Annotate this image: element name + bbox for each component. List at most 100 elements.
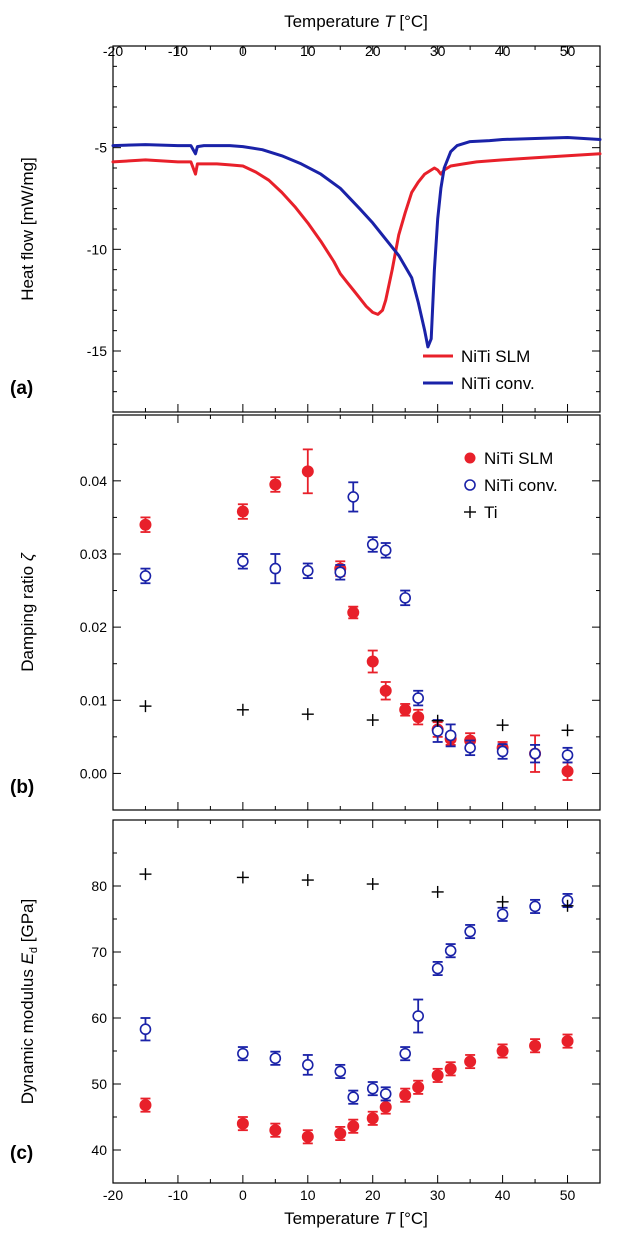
top-xlabel-var: T	[384, 12, 396, 31]
point-niti-conv	[431, 962, 444, 975]
point-niti-conv	[412, 692, 424, 704]
point-niti-conv	[464, 925, 476, 938]
panel-b: 0.00 0.01 0.02 0.03 0.04 Damping ratio ζ (b) Ni…	[10, 414, 601, 811]
point-niti-slm	[529, 1039, 542, 1052]
point-niti-slm	[561, 1035, 574, 1048]
point-ti	[139, 700, 152, 713]
series-line-niti-conv	[111, 136, 602, 349]
x-tick-label: 50	[560, 1187, 576, 1203]
point-niti-conv	[379, 544, 392, 557]
legend-label: NiTi SLM	[484, 449, 553, 468]
bottom-xlabel-prefix: Temperature	[284, 1209, 384, 1228]
y-tick-label: 70	[91, 944, 107, 960]
bottom-xlabel-var: T	[384, 1209, 396, 1228]
point-niti-slm	[431, 1069, 444, 1082]
y-tick-label: 80	[91, 878, 107, 894]
point-niti-slm	[496, 1045, 509, 1057]
point-niti-conv	[139, 1023, 152, 1036]
point-niti-conv	[366, 538, 379, 551]
x-tick-label: 30	[430, 43, 446, 59]
point-niti-conv	[444, 729, 457, 742]
legend-marker	[464, 479, 476, 491]
point-niti-conv	[412, 1010, 424, 1022]
point-niti-conv	[431, 725, 444, 737]
point-ti	[561, 899, 574, 912]
series-line-niti-slm	[111, 152, 602, 316]
legend-label: Ti	[484, 503, 498, 522]
point-niti-slm	[399, 703, 412, 716]
point-niti-conv	[464, 742, 476, 754]
point-niti-slm	[334, 1127, 347, 1140]
point-niti-conv	[347, 1091, 360, 1103]
x-tick-label: 10	[300, 1187, 316, 1203]
x-tick-label: -10	[168, 43, 188, 59]
point-niti-conv	[139, 570, 152, 582]
x-tick-label: 10	[300, 43, 316, 59]
point-ti	[139, 868, 152, 881]
point-niti-slm	[412, 1081, 425, 1094]
y-tick-label: 0.01	[80, 692, 107, 708]
legend-label: NiTi conv.	[484, 476, 558, 495]
panel-a: -20 -10 0 10 20 30 40 50 -5 -10 -15 Heat flow [mW/m…	[10, 43, 602, 413]
point-niti-conv	[301, 565, 314, 577]
y-tick-label: -5	[95, 140, 108, 156]
bottom-xlabel-suffix: [°C]	[395, 1209, 428, 1228]
y-axis-label: Dynamic modulus Ed [GPa]	[18, 899, 40, 1104]
point-niti-conv	[561, 749, 574, 761]
x-tick-label: -20	[103, 1187, 123, 1203]
x-tick-label: 40	[495, 43, 511, 59]
x-tick-label: -10	[168, 1187, 188, 1203]
y-axis-label: Heat flow [mW/mg]	[18, 157, 37, 301]
point-ti	[496, 895, 509, 908]
point-niti-conv	[237, 1047, 249, 1060]
point-niti-slm	[379, 1101, 392, 1114]
y-tick-label: -10	[87, 241, 107, 257]
top-xlabel: Temperature T [°C]	[284, 12, 428, 31]
y-tick-label: 0.02	[80, 619, 107, 635]
y-axis-label-var: ζ	[18, 552, 37, 561]
x-tick-label: 20	[365, 43, 381, 59]
y-tick-label: 0.04	[80, 473, 107, 489]
point-ti	[301, 874, 314, 887]
point-niti-slm	[269, 1124, 282, 1137]
point-niti-conv	[301, 1059, 314, 1071]
point-niti-slm	[366, 655, 379, 668]
point-niti-slm	[236, 505, 249, 518]
x-tick-label: 0	[239, 1187, 247, 1203]
point-niti-slm	[412, 711, 425, 724]
y-axis-label-unit: [GPa]	[18, 899, 37, 947]
point-ti	[236, 703, 249, 716]
point-niti-conv	[366, 1082, 379, 1095]
point-niti-conv	[444, 944, 457, 957]
point-niti-conv	[269, 1052, 282, 1065]
y-axis-label: Damping ratio ζ	[18, 552, 37, 672]
point-ti	[366, 714, 379, 727]
point-niti-slm	[366, 1112, 379, 1125]
y-axis-label-text: Damping ratio	[18, 561, 37, 672]
point-niti-slm	[561, 765, 574, 778]
point-ti	[561, 724, 574, 737]
panel-label: (c)	[10, 1143, 33, 1164]
point-niti-slm	[139, 518, 152, 531]
point-niti-conv	[496, 908, 509, 921]
point-niti-conv	[379, 1088, 392, 1100]
point-ti	[431, 885, 444, 898]
bottom-xlabel: Temperature T [°C]	[284, 1209, 428, 1228]
panel-c: -20 -10 0 10 20 30 40 50 40 50 60 70 80 Dynamic modul…	[10, 819, 601, 1203]
point-niti-conv	[399, 592, 412, 604]
y-tick-label: 60	[91, 1010, 107, 1026]
x-tick-label: 30	[430, 1187, 446, 1203]
point-niti-slm	[139, 1099, 152, 1112]
y-axis-label-subscript: d	[28, 947, 40, 953]
top-xlabel-suffix: [°C]	[395, 12, 428, 31]
point-niti-conv	[347, 491, 360, 503]
panel-label: (b)	[10, 777, 34, 798]
legend-label: NiTi conv.	[461, 374, 535, 393]
y-tick-label: -15	[87, 343, 107, 359]
y-axis-label-text: Dynamic modulus	[18, 964, 37, 1104]
point-ti	[496, 719, 509, 732]
point-niti-conv	[496, 745, 509, 758]
point-niti-conv	[237, 555, 249, 568]
point-ti	[236, 871, 249, 884]
